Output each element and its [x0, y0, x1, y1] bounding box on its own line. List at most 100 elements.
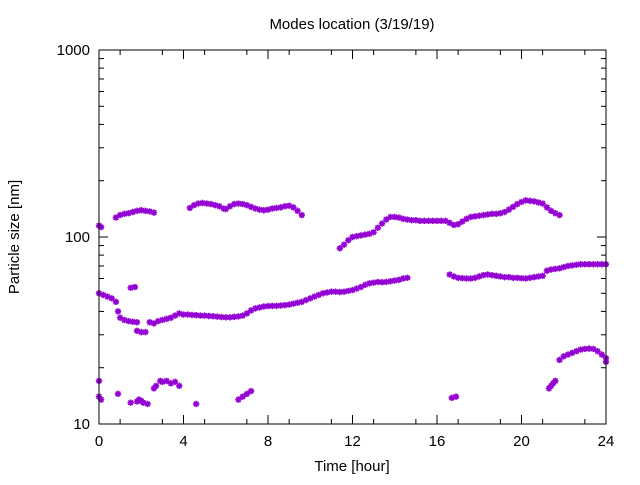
data-point: [471, 274, 479, 282]
data-point: [264, 302, 272, 310]
data-point: [216, 203, 223, 210]
data-points: [95, 197, 610, 408]
data-point: [192, 311, 200, 319]
data-point: [564, 262, 572, 270]
data-point: [345, 237, 352, 244]
data-point: [366, 280, 373, 287]
data-point: [298, 211, 305, 219]
data-point: [370, 279, 377, 286]
data-point: [573, 261, 580, 269]
data-point: [577, 346, 584, 353]
x-tick-label: 24: [598, 433, 615, 450]
data-point: [535, 199, 542, 206]
data-point: [133, 319, 141, 326]
data-point: [454, 221, 462, 228]
data-point: [273, 302, 280, 310]
plot-frame: [98, 49, 607, 425]
data-point: [277, 302, 284, 309]
data-point: [378, 220, 386, 227]
data-point: [391, 277, 398, 284]
data-point: [121, 316, 128, 324]
data-point: [281, 203, 289, 210]
data-point: [543, 204, 551, 211]
data-point: [146, 319, 153, 326]
data-point: [152, 382, 160, 390]
data-point: [509, 274, 517, 282]
data-point: [190, 201, 198, 209]
data-point: [294, 207, 301, 215]
data-point: [199, 199, 206, 207]
data-point: [146, 208, 153, 215]
data-point: [547, 266, 555, 273]
data-point: [459, 218, 466, 225]
data-point: [186, 204, 194, 212]
data-point: [144, 400, 151, 408]
data-point: [222, 314, 229, 321]
data-point: [552, 377, 559, 385]
data-point: [552, 210, 559, 217]
data-point: [425, 217, 432, 225]
data-point: [157, 377, 164, 385]
data-point: [260, 303, 267, 310]
data-point: [547, 382, 555, 390]
data-point: [497, 210, 504, 217]
data-point: [556, 265, 563, 272]
data-point: [480, 271, 487, 279]
data-point: [556, 211, 563, 219]
data-point: [530, 273, 538, 281]
data-point: [159, 378, 166, 386]
data-point: [361, 281, 369, 289]
data-point: [416, 217, 424, 225]
x-axis-label: Time [hour]: [314, 458, 389, 475]
data-point: [285, 202, 293, 209]
x-tick-label: 8: [264, 433, 272, 450]
data-point: [112, 214, 120, 221]
data-point: [207, 200, 215, 208]
data-point: [264, 206, 272, 213]
data-point: [581, 345, 589, 353]
data-point: [171, 378, 179, 386]
data-point: [188, 311, 196, 319]
data-point: [463, 275, 470, 282]
data-point: [357, 232, 365, 239]
data-point: [501, 208, 508, 216]
data-point: [374, 278, 382, 286]
data-point: [387, 278, 394, 285]
data-point: [598, 351, 605, 358]
data-point: [590, 261, 597, 268]
data-point: [357, 283, 365, 291]
data-point: [163, 315, 170, 323]
data-point: [594, 348, 601, 355]
data-point: [522, 197, 529, 204]
data-point: [560, 353, 567, 360]
data-point: [539, 272, 546, 280]
data-point: [121, 210, 128, 218]
data-point: [340, 288, 348, 295]
x-tick-label: 0: [95, 433, 103, 450]
data-point: [176, 310, 183, 317]
data-point: [112, 298, 120, 306]
data-point: [281, 301, 289, 309]
data-point: [488, 210, 496, 218]
data-point: [290, 300, 297, 307]
data-point: [197, 312, 204, 319]
data-point: [518, 198, 525, 206]
data-point: [302, 296, 310, 304]
data-point: [547, 207, 555, 215]
data-point: [277, 204, 284, 211]
data-point: [150, 320, 158, 327]
data-point: [247, 203, 255, 211]
data-point: [180, 311, 187, 318]
y-axis-label: Particle size [nm]: [6, 180, 23, 294]
data-point: [116, 314, 124, 321]
data-point: [140, 399, 147, 406]
data-point: [150, 209, 158, 216]
data-point: [239, 393, 246, 400]
data-point: [438, 217, 445, 225]
data-point: [353, 232, 360, 240]
data-point: [353, 285, 360, 292]
data-point: [530, 198, 538, 205]
